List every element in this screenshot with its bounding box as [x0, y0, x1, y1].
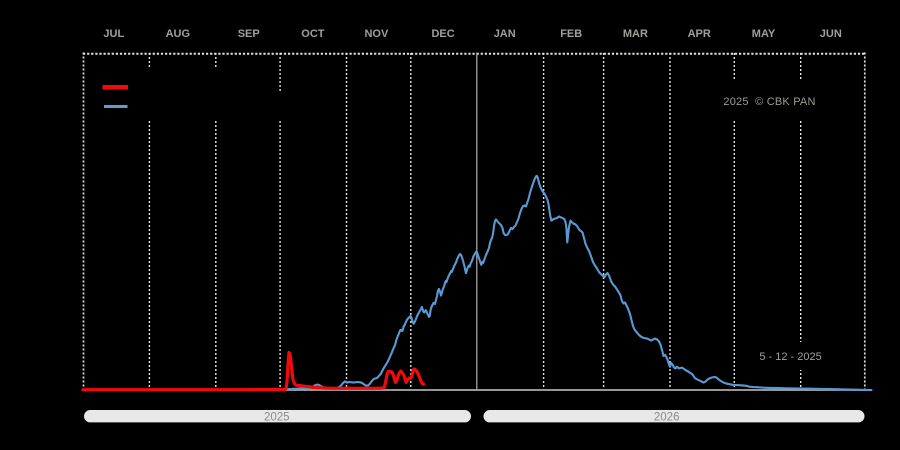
svg-text:FEB: FEB	[560, 28, 582, 40]
svg-text:AUG: AUG	[166, 28, 190, 40]
svg-text:JUL: JUL	[103, 28, 124, 40]
svg-text:DEC: DEC	[431, 28, 454, 40]
svg-text:2025: 2025	[264, 411, 290, 423]
svg-text:MAY: MAY	[752, 28, 776, 40]
svg-text:APR: APR	[688, 28, 711, 40]
svg-text:2025 © CBK PAN: 2025 © CBK PAN	[723, 96, 815, 108]
svg-text:5 - 12 - 2025: 5 - 12 - 2025	[759, 351, 821, 363]
svg-text:JAN: JAN	[494, 28, 516, 40]
svg-text:NOV: NOV	[364, 28, 389, 40]
svg-text:JUN: JUN	[820, 28, 842, 40]
svg-text:SEP: SEP	[238, 28, 260, 40]
svg-text:OCT: OCT	[301, 28, 325, 40]
svg-text:2026: 2026	[654, 411, 680, 423]
svg-text:MAR: MAR	[623, 28, 648, 40]
